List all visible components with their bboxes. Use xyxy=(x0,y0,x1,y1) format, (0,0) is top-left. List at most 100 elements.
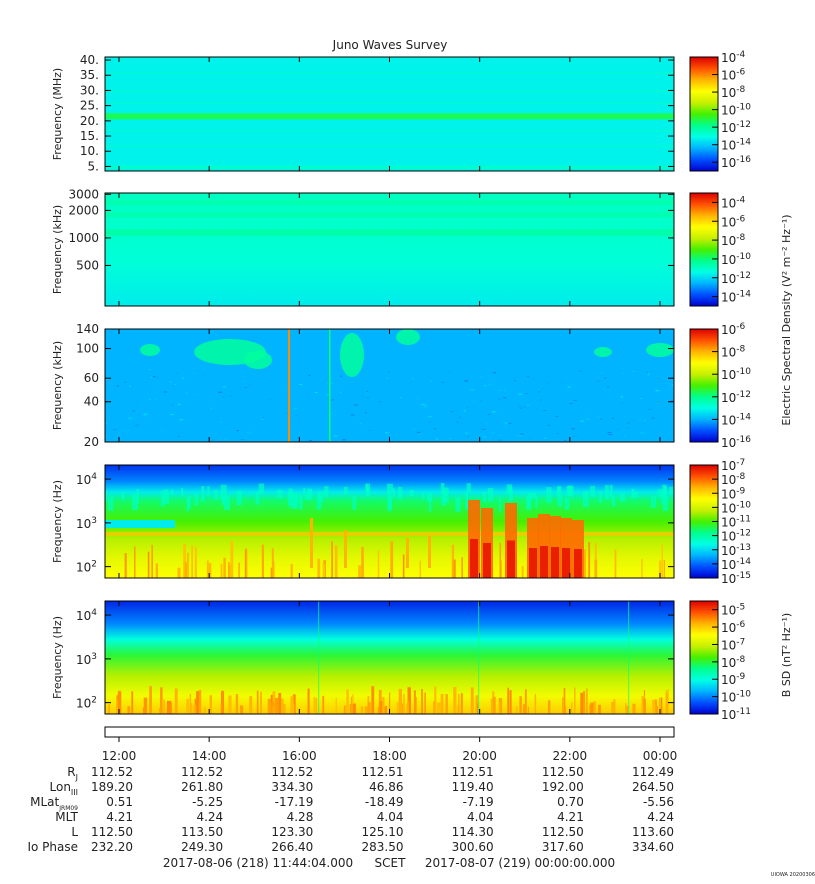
whistler-burst xyxy=(662,495,669,511)
y-tick-label: 35. xyxy=(80,68,99,82)
whistler-burst xyxy=(293,492,299,507)
colorbar-tick-exponent: -8 xyxy=(736,472,745,482)
faint-band xyxy=(105,129,674,132)
noise-speck xyxy=(485,423,490,425)
low-frequency-spike xyxy=(407,687,411,714)
noise-speck xyxy=(105,436,107,438)
emission-streak xyxy=(288,329,290,442)
noise-speck xyxy=(599,372,604,374)
noise-speck xyxy=(342,439,346,441)
low-frequency-spike xyxy=(163,699,165,714)
low-frequency-spike xyxy=(588,541,591,578)
noise-speck xyxy=(388,371,390,373)
emission-streak xyxy=(329,329,331,442)
noise-speck xyxy=(210,407,212,409)
ephemeris-value: 4.04 xyxy=(467,810,494,824)
colorbar-tick-exponent: -16 xyxy=(736,155,751,165)
ephemeris-table: RJ 112.52 112.52 112.52 112.51 112.51 112.50 11… xyxy=(27,765,674,854)
noise-speck xyxy=(143,415,146,417)
colorbar-tick-label: 10-4 xyxy=(721,50,746,65)
noise-speck xyxy=(250,413,253,415)
low-frequency-spike xyxy=(403,694,405,714)
noise-speck xyxy=(616,429,619,431)
whistler-burst xyxy=(298,494,303,510)
colorbar-tick-label: 10-7 xyxy=(721,637,745,652)
low-frequency-spike xyxy=(424,692,426,714)
noise-speck xyxy=(655,390,660,392)
low-frequency-spike xyxy=(151,544,153,578)
low-frequency-spike xyxy=(260,691,262,714)
low-frequency-spike xyxy=(396,702,399,714)
colorbar-tick-label: 10-12 xyxy=(721,390,751,405)
low-frequency-spike xyxy=(476,703,479,714)
low-frequency-spike xyxy=(108,704,110,714)
colorbar-tick-label: 10-8 xyxy=(721,472,746,487)
noise-speck xyxy=(371,427,375,429)
y-tick-label: 20 xyxy=(84,435,99,449)
low-frequency-spike xyxy=(142,707,146,714)
low-frequency-spike xyxy=(598,704,601,714)
whistler-burst xyxy=(236,490,242,506)
whistler-burst xyxy=(611,496,616,507)
low-frequency-spike xyxy=(334,545,338,578)
noise-speck xyxy=(456,421,459,423)
whistler-burst xyxy=(426,493,433,502)
noise-speck xyxy=(629,427,632,429)
noise-speck xyxy=(646,371,648,373)
whistler-burst xyxy=(343,486,348,495)
noise-speck xyxy=(128,417,133,419)
noise-speck xyxy=(173,385,176,387)
low-frequency-spike xyxy=(521,565,524,578)
y-tick-label: 40 xyxy=(84,395,99,409)
ephemeris-row-label: LonIII xyxy=(50,780,79,797)
noise-speck xyxy=(523,406,526,408)
low-frequency-spike xyxy=(167,704,169,714)
low-frequency-spike xyxy=(493,696,496,714)
noise-speck xyxy=(492,431,494,433)
low-frequency-spike xyxy=(571,702,573,714)
noise-speck xyxy=(648,373,650,375)
whistler-burst xyxy=(224,495,230,511)
noise-speck xyxy=(308,440,313,442)
low-frequency-spike xyxy=(358,565,361,578)
low-frequency-spike xyxy=(238,562,241,578)
noise-speck xyxy=(284,412,288,414)
colorbar-tick-label: 10-10 xyxy=(721,103,751,118)
y-tick-base: 10 xyxy=(76,561,91,575)
ephemeris-value: -17.19 xyxy=(275,795,314,809)
colorbar-tick-exponent: -11 xyxy=(736,707,751,717)
whistler-burst xyxy=(160,491,165,507)
low-frequency-spike xyxy=(143,697,148,714)
low-frequency-spike xyxy=(183,543,187,578)
colorbar-tick-label: 10-14 xyxy=(721,557,751,572)
whistler-burst xyxy=(288,488,293,500)
colorbars: 10-4 10-6 10-8 10-10 10-12 10-14 10-16 10-4 10-6… xyxy=(689,50,751,722)
noise-speck xyxy=(499,434,501,436)
noise-speck xyxy=(366,390,369,392)
ephemeris-row-subscript: JRM09 xyxy=(58,805,78,812)
ephemeris-value: 114.30 xyxy=(452,825,494,839)
noise-speck xyxy=(516,434,519,436)
noise-speck xyxy=(488,413,491,415)
whistler-burst xyxy=(509,487,513,502)
noise-speck xyxy=(116,385,119,387)
low-frequency-spike xyxy=(177,567,181,578)
emission-burst-core xyxy=(574,549,582,578)
noise-speck xyxy=(411,378,415,380)
noise-speck xyxy=(385,432,389,434)
noise-speck xyxy=(378,401,383,403)
noise-speck xyxy=(578,370,583,372)
spectrogram-image xyxy=(105,57,674,171)
noise-speck xyxy=(464,432,469,434)
spectrogram-panel-2: 3000 2000 1000 500 Frequency (kHz) xyxy=(51,187,675,307)
noise-speck xyxy=(174,383,177,385)
footer-start-time: 2017-08-06 (218) 11:44:04.000 xyxy=(163,856,353,870)
colorbar-tick-label: 10-10 xyxy=(721,367,751,382)
noise-speck xyxy=(154,376,158,378)
noise-speck xyxy=(503,389,507,391)
colorbar-tick-label: 10-10 xyxy=(721,500,751,515)
emission-band xyxy=(105,113,674,120)
emission-streak xyxy=(478,601,480,714)
noise-speck xyxy=(630,419,634,421)
low-frequency-spike xyxy=(415,697,417,714)
